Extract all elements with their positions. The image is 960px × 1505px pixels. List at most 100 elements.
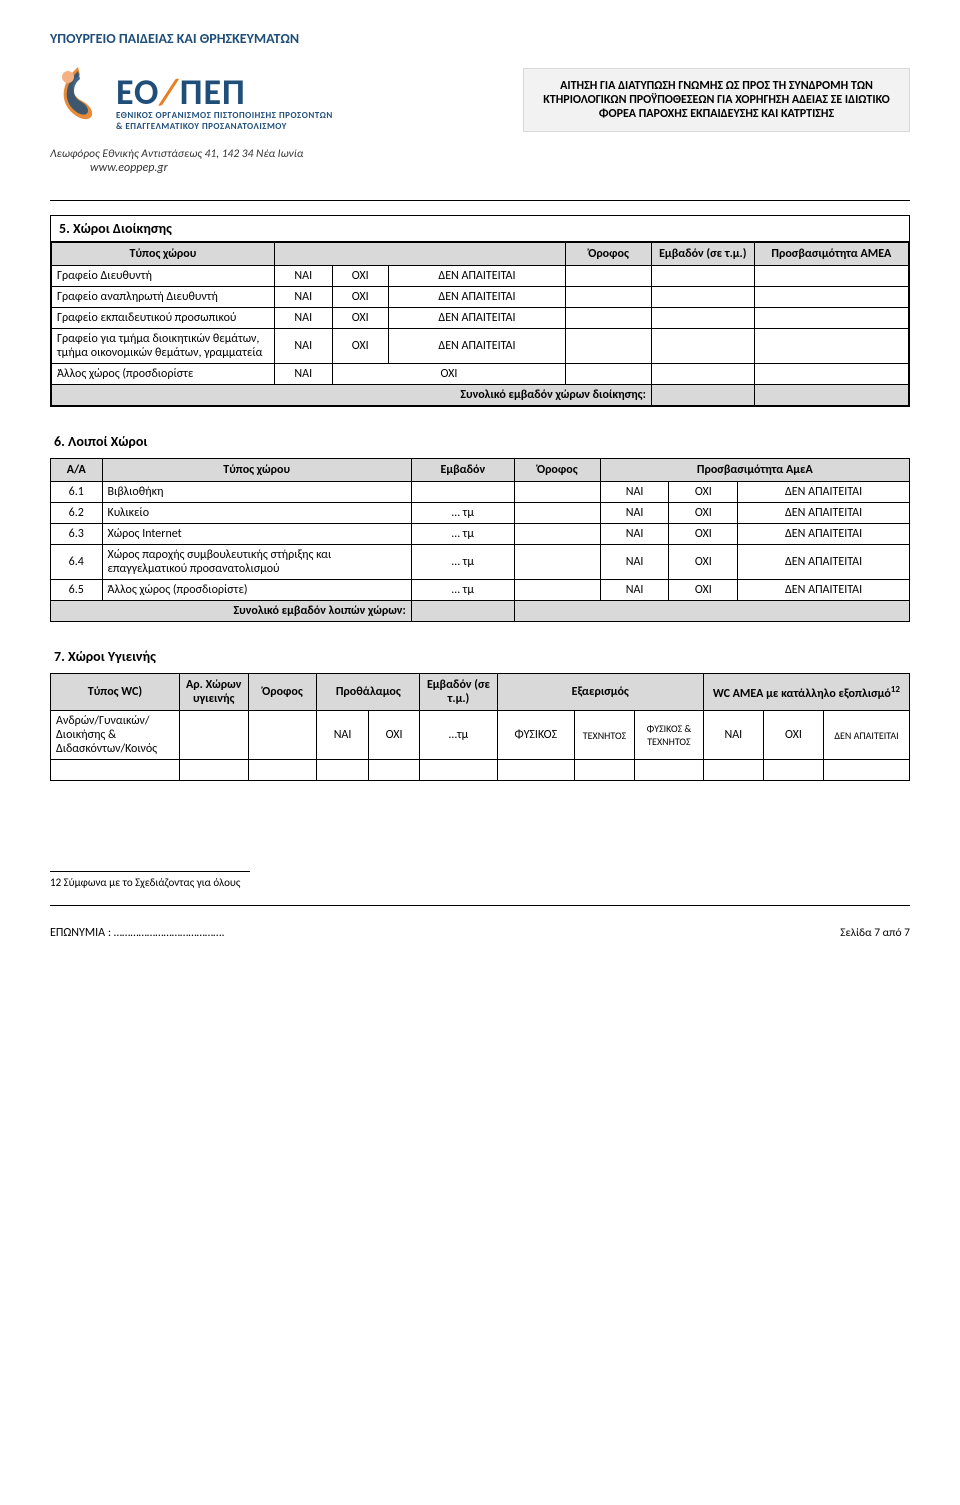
table-row: Γραφείο αναπληρωτή Διευθυντή ΝΑΙ ΟΧΙ ΔΕΝ… — [52, 287, 909, 308]
footer-divider — [50, 905, 910, 906]
cell-vent-art[interactable]: ΤΕΧΝΗΤΟΣ — [574, 711, 634, 760]
col-area: Εμβαδόν — [411, 459, 514, 482]
cell-no: 6.1 — [51, 482, 103, 503]
page-footer: ΕΠΩΝΥΜΙΑ : …………………………………. Σελίδα 7 από 7 — [50, 912, 910, 940]
cell-oxi[interactable]: ΟΧΙ — [332, 308, 388, 329]
cell-nai[interactable]: ΝΑΙ — [274, 287, 332, 308]
logo-block: ΕΟ / ΠΕΠ ΕΘΝΙΚΟΣ ΟΡΓΑΝΙΣΜΟΣ ΠΙΣΤΟΠΟΙΗΣΗΣ… — [50, 65, 497, 141]
table-row: Άλλος χώρος (προσδιορίστε ΝΑΙ ΟΧΙ — [52, 364, 909, 385]
header-left: ΥΠΟΥΡΓΕΙΟ ΠΑΙΔΕΙΑΣ ΚΑΙ ΘΡΗΣΚΕΥΜΑΤΩΝ ΕΟ /… — [50, 30, 497, 175]
cell-oxi[interactable]: ΟΧΙ — [332, 287, 388, 308]
cell-type: Άλλος χώρος (προσδιορίστε — [52, 364, 275, 385]
col-access: Προσβασιμότητα ΑμεΑ — [600, 459, 909, 482]
cell-type: Γραφείο εκπαιδευτικού προσωπικού — [52, 308, 275, 329]
col-aa: Α/Α — [51, 459, 103, 482]
cell-amea-nai[interactable]: ΝΑΙ — [703, 711, 763, 760]
total-row: Συνολικό εμβαδόν λοιπών χώρων: — [51, 601, 910, 622]
section-6-title: 6. Λοιποί Χώροι — [50, 433, 910, 450]
cell-den[interactable]: ΔΕΝ ΑΠΑΙΤΕΙΤΑΙ — [388, 287, 565, 308]
ministry-title: ΥΠΟΥΡΓΕΙΟ ΠΑΙΔΕΙΑΣ ΚΑΙ ΘΡΗΣΚΕΥΜΑΤΩΝ — [50, 30, 497, 47]
cell-den[interactable]: ΔΕΝ ΑΠΑΙΤΕΙΤΑΙ — [388, 329, 565, 364]
application-title-box: ΑΙΤΗΣΗ ΓΙΑ ΔΙΑΤΥΠΩΣΗ ΓΝΩΜΗΣ ΩΣ ΠΡΟΣ ΤΗ Σ… — [523, 68, 910, 132]
address: Λεωφόρος Εθνικής Αντιστάσεως 41, 142 34 … — [50, 147, 497, 161]
cell-type: Γραφείο για τμήμα διοικητικών θεμάτων, τ… — [52, 329, 275, 364]
table-6: Α/Α Τύπος χώρου Εμβαδόν Όροφος Προσβασιμ… — [50, 458, 910, 622]
section-5: 5. Χώροι Διοίκησης Τύπος χώρου Όροφος Εμ… — [50, 215, 910, 407]
cell-area[interactable] — [411, 482, 514, 503]
page-number: Σελίδα 7 από 7 — [840, 926, 910, 940]
table-row: Γραφείο για τμήμα διοικητικών θεμάτων, τ… — [52, 329, 909, 364]
col-vent: Εξαερισμός — [497, 674, 703, 711]
col-wc-floor: Όροφος — [248, 674, 317, 711]
cell-oxi[interactable]: ΟΧΙ — [332, 266, 388, 287]
table-row: Γραφείο Διευθυντή ΝΑΙ ΟΧΙ ΔΕΝ ΑΠΑΙΤΕΙΤΑΙ — [52, 266, 909, 287]
cell-vent-nat[interactable]: ΦΥΣΙΚΟΣ — [497, 711, 574, 760]
col-wc-amea: WC ΑΜΕΑ με κατάλληλο εξοπλισμό12 — [703, 674, 909, 711]
page-header: ΥΠΟΥΡΓΕΙΟ ΠΑΙΔΕΙΑΣ ΚΑΙ ΘΡΗΣΚΕΥΜΑΤΩΝ ΕΟ /… — [50, 30, 910, 175]
cell-nai[interactable]: ΝΑΙ — [274, 364, 332, 385]
logo-subtitle-1: ΕΘΝΙΚΟΣ ΟΡΓΑΝΙΣΜΟΣ ΠΙΣΤΟΠΟΙΗΣΗΣ ΠΡΟΣΟΝΤΩ… — [116, 110, 333, 121]
cell-oxi[interactable]: ΟΧΙ — [368, 711, 420, 760]
table-row: 6.5 Άλλος χώρος (προσδιορίστε) … τμ ΝΑΙ … — [51, 580, 910, 601]
cell-den[interactable]: ΔΕΝ ΑΠΑΙΤΕΙΤΑΙ — [388, 266, 565, 287]
divider — [50, 200, 910, 201]
col-wc-type: Τύπος WC) — [51, 674, 180, 711]
table-row: Γραφείο εκπαιδευτικού προσωπικού ΝΑΙ ΟΧΙ… — [52, 308, 909, 329]
col-access: Προσβασιμότητα ΑΜΕΑ — [754, 243, 908, 266]
col-ante: Προθάλαμος — [317, 674, 420, 711]
cell-type: Γραφείο αναπληρωτή Διευθυντή — [52, 287, 275, 308]
cell-access[interactable] — [754, 266, 908, 287]
cell-floor[interactable] — [566, 266, 652, 287]
website-link: www.eoppep.gr — [50, 161, 497, 175]
logo-icon — [50, 65, 106, 141]
cell-tm[interactable]: …τμ — [420, 711, 497, 760]
col-type: Τύπος χώρου — [102, 459, 411, 482]
table-row: Ανδρών/Γυναικών/ Διοικήσης & Διδασκόντων… — [51, 711, 910, 760]
cell-nai[interactable]: ΝΑΙ — [274, 266, 332, 287]
table-5: Τύπος χώρου Όροφος Εμβαδόν (σε τ.μ.) Προ… — [51, 242, 909, 406]
cell-wc-type: Ανδρών/Γυναικών/ Διοικήσης & Διδασκόντων… — [51, 711, 180, 760]
section-5-title: 5. Χώροι Διοίκησης — [51, 216, 909, 242]
cell-area[interactable] — [651, 266, 754, 287]
logo-text: ΕΟ / ΠΕΠ ΕΘΝΙΚΟΣ ΟΡΓΑΝΙΣΜΟΣ ΠΙΣΤΟΠΟΙΗΣΗΣ… — [116, 74, 333, 132]
cell-type: Γραφείο Διευθυντή — [52, 266, 275, 287]
cell-nai[interactable]: ΝΑΙ — [317, 711, 369, 760]
col-wc-area: Εμβαδόν (σε τ.μ.) — [420, 674, 497, 711]
cell-vent-both[interactable]: ΦΥΣΙΚΟΣ & ΤΕΧΝΗΤΟΣ — [635, 711, 704, 760]
footnote-separator — [50, 871, 250, 872]
cell-oxi[interactable]: ΟΧΙ — [332, 364, 566, 385]
logo-title-eo: ΕΟ — [116, 74, 159, 110]
cell-den[interactable]: ΔΕΝ ΑΠΑΙΤΕΙΤΑΙ — [388, 308, 565, 329]
col-wc-num: Αρ. Χώρων υγιεινής — [179, 674, 248, 711]
col-floor: Όροφος — [514, 459, 600, 482]
logo-title-pep: ΠΕΠ — [180, 74, 246, 110]
cell-name: Βιβλιοθήκη — [102, 482, 411, 503]
table-row: 6.2 Κυλικείο … τμ ΝΑΙ ΟΧΙ ΔΕΝ ΑΠΑΙΤΕΙΤΑΙ — [51, 503, 910, 524]
logo-subtitle-2: & ΕΠΑΓΓΕΛΜΑΤΙΚΟΥ ΠΡΟΣΑΝΑΤΟΛΙΣΜΟΥ — [116, 121, 333, 132]
cell-oxi[interactable]: ΟΧΙ — [332, 329, 388, 364]
logo-divider-icon: / — [158, 74, 181, 110]
table-row: 6.3 Χώρος Internet … τμ ΝΑΙ ΟΧΙ ΔΕΝ ΑΠΑΙ… — [51, 524, 910, 545]
cell-nai[interactable]: ΝΑΙ — [600, 482, 669, 503]
total-label: Συνολικό εμβαδόν λοιπών χώρων: — [51, 601, 412, 622]
cell-nai[interactable]: ΝΑΙ — [274, 329, 332, 364]
cell-amea-oxi[interactable]: ΟΧΙ — [763, 711, 823, 760]
table-7: Τύπος WC) Αρ. Χώρων υγιεινής Όροφος Προθ… — [50, 673, 910, 781]
total-label: Συνολικό εμβαδόν χώρων διοίκησης: — [52, 385, 652, 406]
section-7-title: 7. Χώροι Υγιεινής — [50, 648, 910, 665]
cell-amea-den[interactable]: ΔΕΝ ΑΠΑΙΤΕΙΤΑΙ — [824, 711, 910, 760]
col-area: Εμβαδόν (σε τ.μ.) — [651, 243, 754, 266]
col-type: Τύπος χώρου — [52, 243, 275, 266]
total-row: Συνολικό εμβαδόν χώρων διοίκησης: — [52, 385, 909, 406]
cell-oxi[interactable]: ΟΧΙ — [669, 482, 738, 503]
cell-nai[interactable]: ΝΑΙ — [274, 308, 332, 329]
footnote-text: 12 Σύμφωνα με το Σχεδιάζοντας για όλους — [50, 876, 910, 889]
cell-floor[interactable] — [514, 482, 600, 503]
table-row: 6.1 Βιβλιοθήκη ΝΑΙ ΟΧΙ ΔΕΝ ΑΠΑΙΤΕΙΤΑΙ — [51, 482, 910, 503]
col-floor: Όροφος — [566, 243, 652, 266]
footer-eponymia: ΕΠΩΝΥΜΙΑ : …………………………………. — [50, 926, 225, 940]
col-empty — [274, 243, 565, 266]
cell-den[interactable]: ΔΕΝ ΑΠΑΙΤΕΙΤΑΙ — [738, 482, 910, 503]
table-row — [51, 760, 910, 781]
table-row: 6.4 Χώρος παροχής συμβουλευτικής στήριξη… — [51, 545, 910, 580]
